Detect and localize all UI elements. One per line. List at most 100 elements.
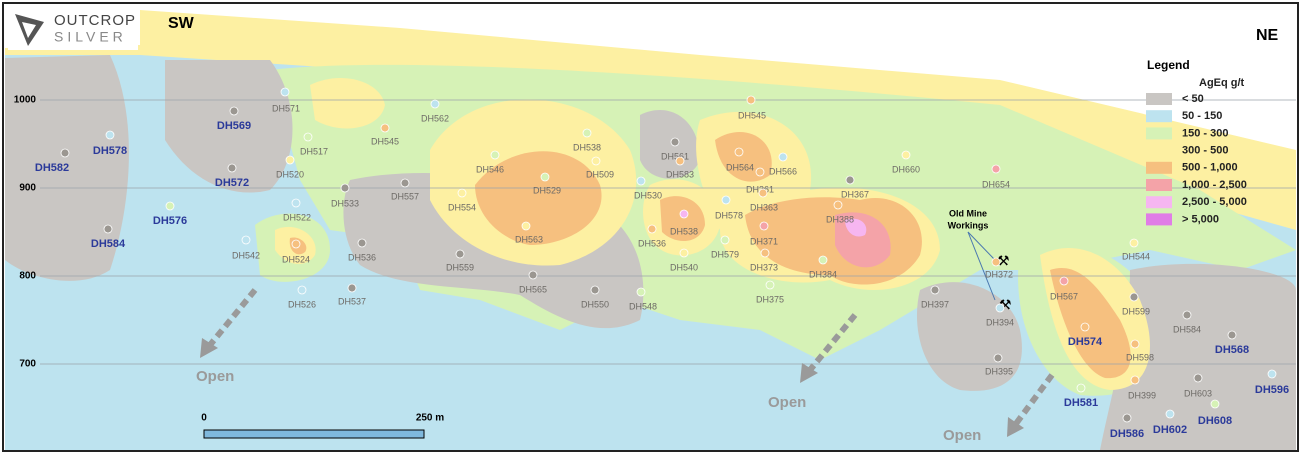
arrowhead (1007, 417, 1024, 437)
hole-label: DH388 (826, 214, 854, 224)
hole-collar (720, 235, 730, 245)
hole-label: DH578 (715, 210, 743, 220)
hole-collar (755, 167, 765, 177)
legend-swatch (1146, 93, 1172, 105)
hole-label: DH526 (288, 299, 316, 309)
hole-collar (1227, 330, 1237, 340)
hole-collar (679, 209, 689, 219)
legend-title: Legend (1147, 58, 1190, 72)
legend-swatch (1146, 110, 1172, 123)
hole-label: DH599 (1122, 306, 1150, 316)
hole-label: DH540 (670, 262, 698, 272)
hole-collar (679, 248, 689, 258)
hole-label: DH384 (809, 269, 837, 279)
drill-holes: DH582 DH578 DH569 DH572 DH576 DH584 DH571 DH517… (35, 87, 1289, 440)
hole-label: DH546 (476, 164, 504, 174)
hole-label: DH545 (738, 110, 766, 120)
hole-label: DH372 (985, 269, 1013, 279)
hole-collar (380, 123, 390, 133)
hole-label: DH394 (986, 317, 1014, 327)
hole-label: DH584 (91, 238, 126, 250)
elevation-label: 1000 (14, 95, 37, 106)
hole-label: DH375 (756, 294, 784, 304)
hole-label: DH557 (391, 191, 419, 201)
arrowhead (800, 363, 818, 383)
hole-label: DH361 (746, 184, 774, 194)
legend-label: 1,000 - 2,500 (1182, 179, 1247, 191)
hole-label: DH399 (1128, 390, 1156, 400)
hole-collar (765, 280, 775, 290)
open-label: Open (943, 427, 981, 444)
hole-collar (1130, 375, 1140, 385)
legend-swatch (1146, 213, 1172, 226)
logo-icon (22, 22, 36, 38)
zone (310, 77, 385, 129)
hole-label: DH603 (1184, 388, 1212, 398)
hole-label: DH569 (217, 120, 251, 132)
hole-collar (347, 283, 357, 293)
hole-collar (1193, 373, 1203, 383)
hole-label: DH509 (586, 169, 614, 179)
mine-icon: ⚒ (997, 253, 1010, 269)
hole-collar (241, 235, 251, 245)
hole-collar (721, 195, 731, 205)
hole-collar (340, 183, 350, 193)
zone (1050, 268, 1131, 379)
hole-label: DH572 (215, 177, 249, 189)
hole-label: DH538 (670, 226, 698, 236)
legend-unit: AgEq g/t (1199, 77, 1245, 89)
arrowhead (200, 338, 218, 358)
hole-collar (521, 221, 531, 231)
zone (640, 110, 700, 179)
pointer (967, 231, 996, 301)
mine-label: Workings (948, 220, 989, 230)
hole-collar (590, 285, 600, 295)
hole-collar (457, 188, 467, 198)
hole-collar (636, 176, 646, 186)
hole-label: DH367 (841, 189, 869, 199)
hole-label: DH602 (1153, 424, 1187, 436)
zone (1100, 263, 1296, 450)
hole-collar (995, 303, 1005, 313)
hole-label: DH564 (726, 162, 754, 172)
elevation-label: 800 (19, 271, 36, 282)
hole-label: DH545 (371, 136, 399, 146)
hole-collar (991, 164, 1001, 174)
hole-label: DH550 (581, 299, 609, 309)
legend: Legend AgEq g/t < 50 50 - 150 150 - 300 300… (1146, 58, 1247, 226)
hole-collar (105, 130, 115, 140)
hole-collar (636, 287, 646, 297)
scale-bar: 0 250 m (201, 413, 444, 439)
hole-collar (746, 95, 756, 105)
hole-collar (778, 152, 788, 162)
hole-collar (400, 178, 410, 188)
hole-collar (540, 172, 550, 182)
hole-label: DH565 (519, 284, 547, 294)
hole-label: DH520 (276, 169, 304, 179)
hole-label: DH533 (331, 198, 359, 208)
hole-collar (1267, 369, 1277, 379)
legend-swatch (1146, 161, 1172, 174)
hole-collar (1076, 383, 1086, 393)
hole-collar (165, 201, 175, 211)
hole-label: DH581 (1064, 397, 1098, 409)
hole-collar (591, 156, 601, 166)
hole-label: DH583 (666, 169, 694, 179)
hole-collar (528, 270, 538, 280)
hole-label: DH537 (338, 296, 366, 306)
elevation-label: 700 (19, 359, 36, 370)
hole-collar (285, 155, 295, 165)
legend-swatch (1146, 127, 1172, 140)
hole-collar (991, 257, 1001, 267)
elevation-label: 900 (19, 183, 36, 194)
scale-rect (203, 429, 425, 439)
zone (5, 10, 1296, 230)
hole-collar (1129, 292, 1139, 302)
hole-label: DH530 (634, 190, 662, 200)
hole-collar (930, 285, 940, 295)
pointer (967, 231, 996, 261)
legend-label: < 50 (1182, 93, 1204, 105)
open-label: Open (196, 368, 234, 385)
hole-collar (1080, 322, 1090, 332)
